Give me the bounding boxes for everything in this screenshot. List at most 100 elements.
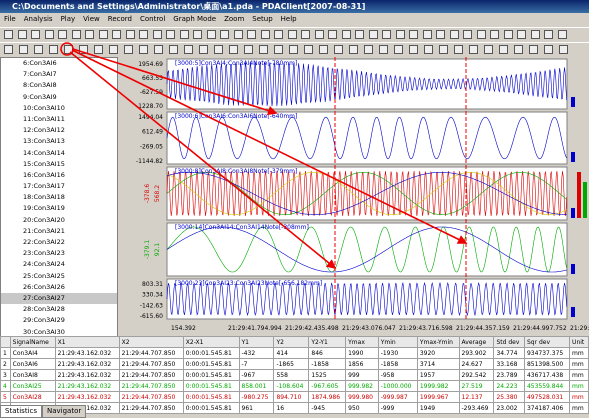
toolbar-button[interactable] (544, 30, 553, 39)
toolbar-button[interactable] (349, 45, 358, 54)
toolbar-button[interactable] (152, 30, 162, 39)
toolbar-button[interactable] (247, 30, 256, 39)
toolbar-button[interactable] (169, 45, 178, 54)
toolbar-button[interactable] (301, 30, 310, 39)
toolbar-button[interactable] (139, 45, 148, 54)
toolbar-button[interactable] (364, 45, 373, 54)
toolbar-button[interactable] (544, 45, 553, 54)
toolbar-button[interactable] (394, 45, 403, 54)
tree-item[interactable]: 11:Con3AI11 (23, 114, 65, 123)
tree-item[interactable]: 17:Con3AI17 (23, 182, 65, 191)
tree-item[interactable]: 9:Con3AI9 (23, 92, 57, 101)
menu-item[interactable]: Play (60, 15, 76, 23)
toolbar-button[interactable] (124, 45, 133, 54)
table-row[interactable]: 3 Con3AI8 21:29:43.162.032 21:29:44.707.850… (0, 369, 589, 381)
toolbar-button[interactable] (214, 45, 223, 54)
tree-item[interactable]: 10:Con3AI10 (23, 103, 65, 112)
toolbar-button[interactable] (259, 45, 268, 54)
toolbar-button[interactable] (166, 30, 175, 39)
menu-item[interactable]: Record (107, 15, 132, 23)
toolbar-button[interactable] (469, 45, 478, 54)
toolbar-button[interactable] (559, 45, 568, 54)
toolbar-button[interactable] (557, 30, 567, 39)
toolbar-button[interactable] (109, 45, 118, 54)
toolbar-button[interactable] (64, 45, 73, 54)
toolbar-button[interactable] (517, 30, 526, 39)
toolbar-button[interactable] (199, 45, 208, 54)
tree-item[interactable]: 27:Con3AI27 (1, 292, 117, 305)
tree-item[interactable]: 20:Con3AI20 (23, 215, 65, 224)
tree-item[interactable]: 12:Con3AI12 (23, 126, 65, 135)
table-row[interactable]: 6Con3AI1421:29:43.162.03221:29:44.707.85… (0, 402, 589, 414)
toolbar-button[interactable] (319, 45, 328, 54)
menu-item[interactable]: Zoom (224, 15, 245, 23)
toolbar-button[interactable] (328, 30, 337, 39)
toolbar-button[interactable] (314, 30, 324, 39)
toolbar-button[interactable] (85, 30, 94, 39)
tree-item[interactable]: 16:Con3AI16 (23, 170, 65, 179)
tree-item[interactable]: 6:Con3AI6 (23, 59, 57, 67)
tree-item[interactable]: 8:Con3AI8 (23, 81, 57, 90)
toolbar-button[interactable] (395, 30, 405, 39)
menu-item[interactable]: Analysis (23, 15, 53, 23)
toolbar-button[interactable] (490, 30, 499, 39)
menu-item[interactable]: Control (139, 15, 166, 23)
toolbar-button[interactable] (529, 45, 538, 54)
tree-item[interactable]: 15:Con3AI15 (23, 159, 65, 168)
toolbar-button[interactable] (379, 45, 388, 54)
toolbar-button[interactable] (436, 30, 445, 39)
toolbar-button[interactable] (233, 30, 243, 39)
toolbar-button[interactable] (220, 30, 229, 39)
tree-item[interactable]: 28:Con3AI28 (23, 305, 65, 314)
toolbar-button[interactable] (530, 30, 540, 39)
toolbar-button[interactable] (341, 30, 351, 39)
menu-item[interactable]: Setup (252, 15, 273, 23)
toolbar-button[interactable] (289, 45, 298, 54)
tree-item[interactable]: 7:Con3AI7 (23, 70, 57, 79)
menu-item[interactable]: View (83, 15, 100, 23)
tree-item[interactable]: 13:Con3AI13 (23, 137, 65, 146)
menu-item[interactable]: File (4, 15, 16, 23)
toolbar-button[interactable] (409, 30, 418, 39)
toolbar-button[interactable] (334, 45, 343, 54)
toolbar-button[interactable] (476, 30, 486, 39)
toolbar-button[interactable] (304, 45, 313, 54)
toolbar-button[interactable] (34, 45, 43, 54)
toolbar-button[interactable] (287, 30, 297, 39)
tree-item[interactable]: 25:Con3AI25 (23, 271, 65, 280)
toolbar-button[interactable] (58, 30, 67, 39)
tree-item[interactable]: 24:Con3AI24 (23, 260, 65, 269)
toolbar-button[interactable] (184, 45, 193, 54)
toolbar-button[interactable] (49, 45, 58, 54)
toolbar-button[interactable] (229, 45, 238, 54)
toolbar-button[interactable] (139, 30, 148, 39)
toolbar-button[interactable] (98, 30, 108, 39)
toolbar-button[interactable] (439, 45, 448, 54)
toolbar-button[interactable] (274, 30, 283, 39)
toolbar-button[interactable] (382, 30, 391, 39)
toolbar-button[interactable] (244, 45, 253, 54)
toolbar-button[interactable] (484, 45, 493, 54)
toolbar-button[interactable] (94, 45, 103, 54)
table-row[interactable]: 2 Con3AI6 21:29:43.162.032 21:29:44.707.850… (0, 358, 589, 370)
toolbar-button[interactable] (422, 30, 432, 39)
toolbar-button[interactable] (206, 30, 216, 39)
tree-item[interactable]: 23:Con3AI23 (23, 249, 65, 258)
tree-item[interactable]: 26:Con3AI26 (23, 282, 65, 291)
menu-item[interactable]: Help (280, 15, 297, 23)
toolbar-button[interactable] (31, 30, 40, 39)
toolbar-button[interactable] (260, 30, 270, 39)
tree-item[interactable]: 14:Con3AI14 (23, 148, 65, 157)
tree-item[interactable]: 30:Con3AI30 (23, 327, 65, 336)
toolbar-button[interactable] (274, 45, 283, 54)
toolbar-button[interactable] (193, 30, 202, 39)
toolbar-button[interactable] (514, 45, 523, 54)
toolbar-button[interactable] (179, 30, 189, 39)
toolbar-button[interactable] (112, 30, 121, 39)
toolbar-button[interactable] (463, 30, 472, 39)
toolbar-button[interactable] (71, 30, 81, 39)
toolbar-button[interactable] (19, 45, 28, 54)
toolbar-button[interactable] (125, 30, 135, 39)
toolbar-button[interactable] (17, 30, 27, 39)
table-row[interactable]: 5 Con3AI28 21:29:43.162.032 21:29:44.707.85… (0, 391, 589, 403)
